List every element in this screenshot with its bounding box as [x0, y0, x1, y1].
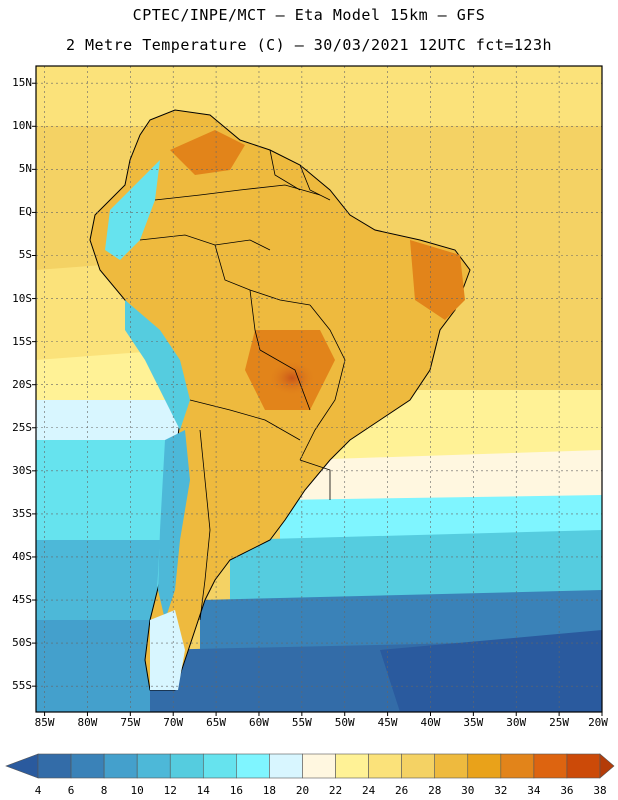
colorbar-segment [467, 753, 502, 779]
lon-label: 65W [206, 716, 227, 729]
colorbar-label: 28 [428, 784, 442, 797]
map-frame [35, 65, 603, 713]
lon-label: 55W [291, 716, 312, 729]
colorbar-segment [533, 753, 568, 779]
colorbar-segment [37, 753, 72, 779]
lat-label: 10N [12, 119, 32, 133]
axis-ticks [32, 82, 603, 716]
colorbar [5, 753, 615, 779]
colorbar-label: 24 [361, 784, 376, 797]
colorbar-label: 14 [196, 784, 210, 797]
lat-label: 20S [12, 377, 32, 391]
colorbar-label: 10 [130, 784, 144, 797]
lat-label: EQ [18, 205, 32, 219]
lat-label: 30S [12, 463, 32, 477]
ocean-band-southeast [380, 630, 602, 712]
lon-label: 25W [549, 716, 570, 729]
hot-region-northeast [410, 240, 465, 320]
lon-label: 60W [249, 716, 269, 729]
lat-label: 10S [12, 291, 32, 305]
map-title: CPTEC/INPE/MCT – Eta Model 15km – GFS [132, 6, 486, 24]
cold-region-andes-central [125, 300, 190, 430]
colorbar-segment [434, 753, 469, 779]
colorbar-label: 22 [328, 784, 343, 797]
lon-label: 35W [463, 716, 484, 729]
lat-label: 35S [12, 506, 32, 520]
colorbar-label: 26 [395, 784, 409, 797]
colorbar-segment [202, 753, 237, 779]
colorbar-arrow-low [5, 753, 39, 779]
lat-label: 5S [18, 248, 32, 262]
map-subtitle: 2 Metre Temperature (C) – 30/03/2021 12U… [65, 36, 553, 54]
colorbar-segment [70, 753, 105, 779]
colorbar-segment [103, 753, 138, 779]
colorbar-label: 6 [67, 784, 75, 797]
ocean-band-pacific-coldest [36, 620, 150, 712]
lat-label: 50S [12, 636, 32, 650]
lat-label: 40S [12, 549, 32, 563]
ocean-band-atlantic-cool [300, 450, 602, 510]
lon-label: 70W [163, 716, 184, 729]
lon-label: 30W [506, 716, 527, 729]
temperature-field [36, 66, 602, 712]
hot-spot-pantanal [268, 360, 316, 396]
colorbar-segment [236, 753, 270, 779]
cold-region-patagonia [150, 610, 185, 690]
colorbar-segment [136, 753, 171, 779]
cold-region-andes-south [158, 430, 190, 620]
colorbar-segment [335, 753, 369, 779]
colorbar-label: 32 [494, 784, 508, 797]
lon-label: 85W [34, 716, 55, 729]
colorbar-label: 8 [100, 784, 108, 797]
lat-label: 55S [12, 679, 32, 693]
colorbar-label: 18 [262, 784, 277, 797]
colorbar-segment [169, 753, 204, 779]
lat-label: 25S [12, 420, 32, 434]
lat-label: 5N [18, 162, 32, 176]
cold-region-andes-north [105, 160, 160, 260]
ocean-band-north [36, 66, 602, 126]
colorbar-label: 12 [163, 784, 177, 797]
lon-label: 45W [377, 716, 398, 729]
lat-label: 15N [12, 76, 32, 90]
lon-label: 50W [334, 716, 355, 729]
country-borders [139, 149, 346, 621]
colorbar-segment [368, 753, 402, 779]
lat-label: 45S [12, 593, 32, 607]
colorbar-arrow-high [599, 753, 615, 779]
colorbar-label: 4 [34, 784, 42, 797]
colorbar-label: 30 [461, 784, 475, 797]
hot-region-venezuela [170, 130, 245, 175]
lon-label: 20W [588, 716, 608, 729]
ocean-band-atlantic-mild [330, 390, 602, 470]
colorbar-segment [302, 753, 336, 779]
lon-label: 75W [120, 716, 141, 729]
colorbar-label: 34 [527, 784, 541, 797]
colorbar-segment [566, 753, 601, 779]
colorbar-segment [500, 753, 535, 779]
colorbar-label: 36 [560, 784, 574, 797]
lat-label: 15S [12, 334, 32, 348]
lon-label: 40W [420, 716, 441, 729]
colorbar-label: 38 [593, 784, 607, 797]
lon-label: 80W [77, 716, 98, 729]
colorbar-label: 20 [295, 784, 310, 797]
graticule [36, 66, 602, 712]
colorbar-label: 16 [229, 784, 243, 797]
colorbar-segment [269, 753, 303, 779]
colorbar-segment [401, 753, 436, 779]
